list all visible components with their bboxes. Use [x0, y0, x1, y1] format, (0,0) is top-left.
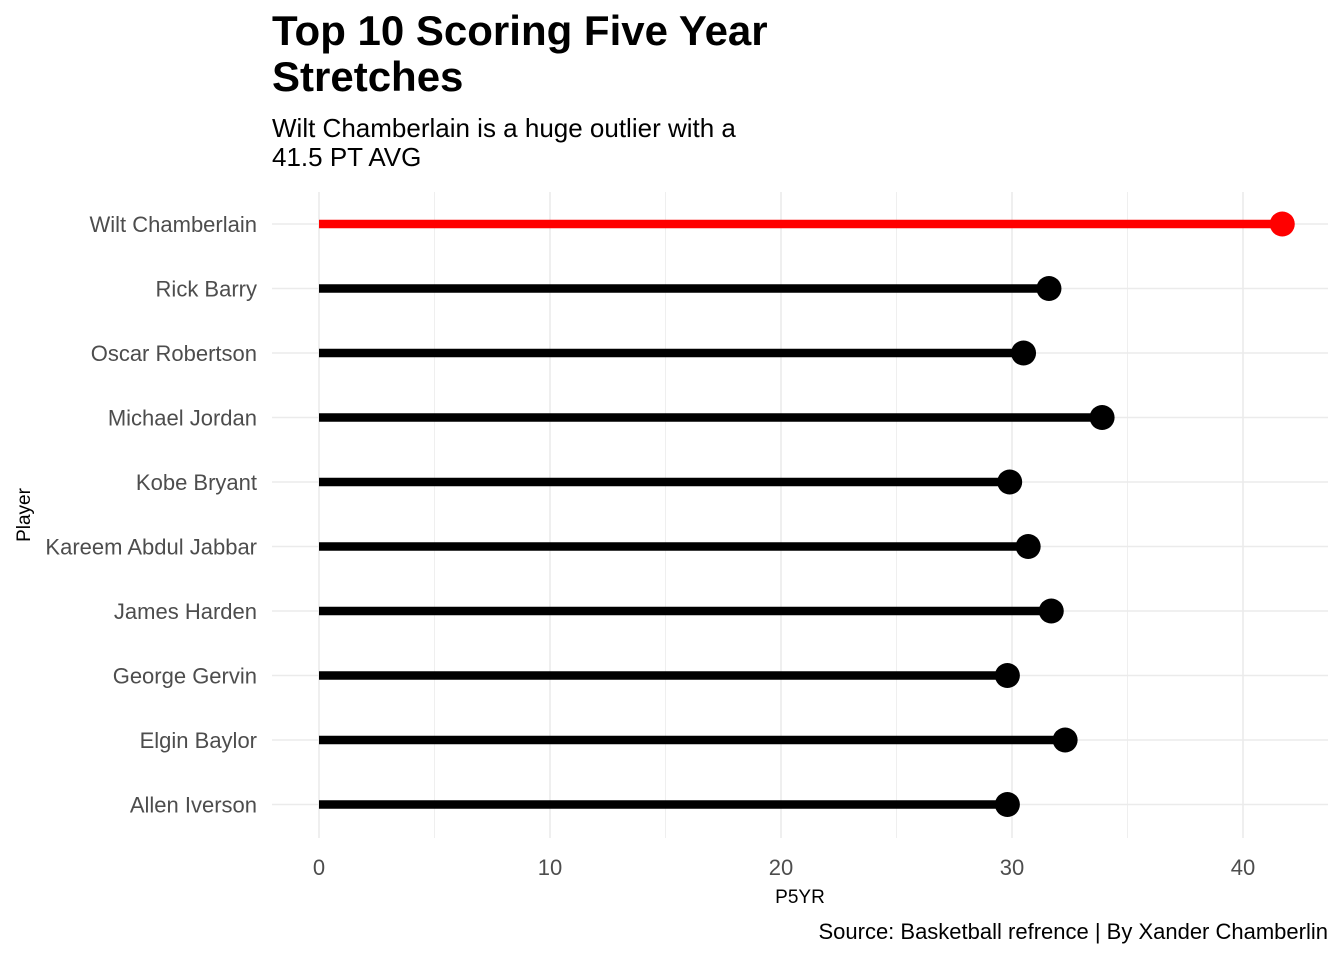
y-tick-label: Rick Barry	[156, 277, 257, 302]
y-tick-label: Oscar Robertson	[91, 341, 257, 366]
lollipop-point	[1038, 598, 1064, 624]
chart-caption: Source: Basketball refrence | By Xander …	[818, 919, 1328, 944]
x-tick-label: 20	[769, 855, 793, 880]
y-tick-label: Allen Iverson	[130, 793, 257, 818]
lollipop-point	[994, 663, 1020, 688]
x-tick-labels: 0 10 20 30 40	[313, 855, 1255, 880]
y-tick-label: Wilt Chamberlain	[90, 212, 258, 237]
y-tick-label: Kareem Abdul Jabbar	[45, 535, 257, 560]
x-tick-label: 30	[1000, 855, 1024, 880]
lollipop-point	[997, 469, 1023, 495]
x-tick-label: 0	[313, 855, 325, 880]
y-tick-label: James Harden	[114, 599, 257, 624]
y-tick-labels: Wilt Chamberlain Rick Barry Oscar Robertso…	[45, 212, 257, 818]
lollipop-point	[1036, 276, 1062, 301]
lollipop-point	[1015, 534, 1041, 559]
x-axis-title: P5YR	[775, 887, 825, 908]
lollipop-point	[994, 792, 1020, 817]
lollipop-point	[1269, 211, 1295, 237]
chart-subtitle: Wilt Chamberlain is a huge outlier with …	[272, 113, 736, 172]
chart-title: Top 10 Scoring Five Year Stretches	[272, 7, 768, 100]
lollipop-marks	[319, 211, 1295, 817]
y-axis-title: Player	[14, 487, 35, 542]
x-tick-label: 40	[1231, 855, 1255, 880]
lollipop-point	[1089, 405, 1115, 430]
y-tick-label: Elgin Baylor	[140, 728, 257, 753]
lollipop-point	[1011, 340, 1037, 366]
y-tick-label: Kobe Bryant	[136, 470, 257, 495]
y-tick-label: Michael Jordan	[108, 406, 257, 431]
x-tick-label: 10	[538, 855, 562, 880]
lollipop-point	[1052, 727, 1078, 753]
y-tick-label: George Gervin	[113, 664, 257, 689]
